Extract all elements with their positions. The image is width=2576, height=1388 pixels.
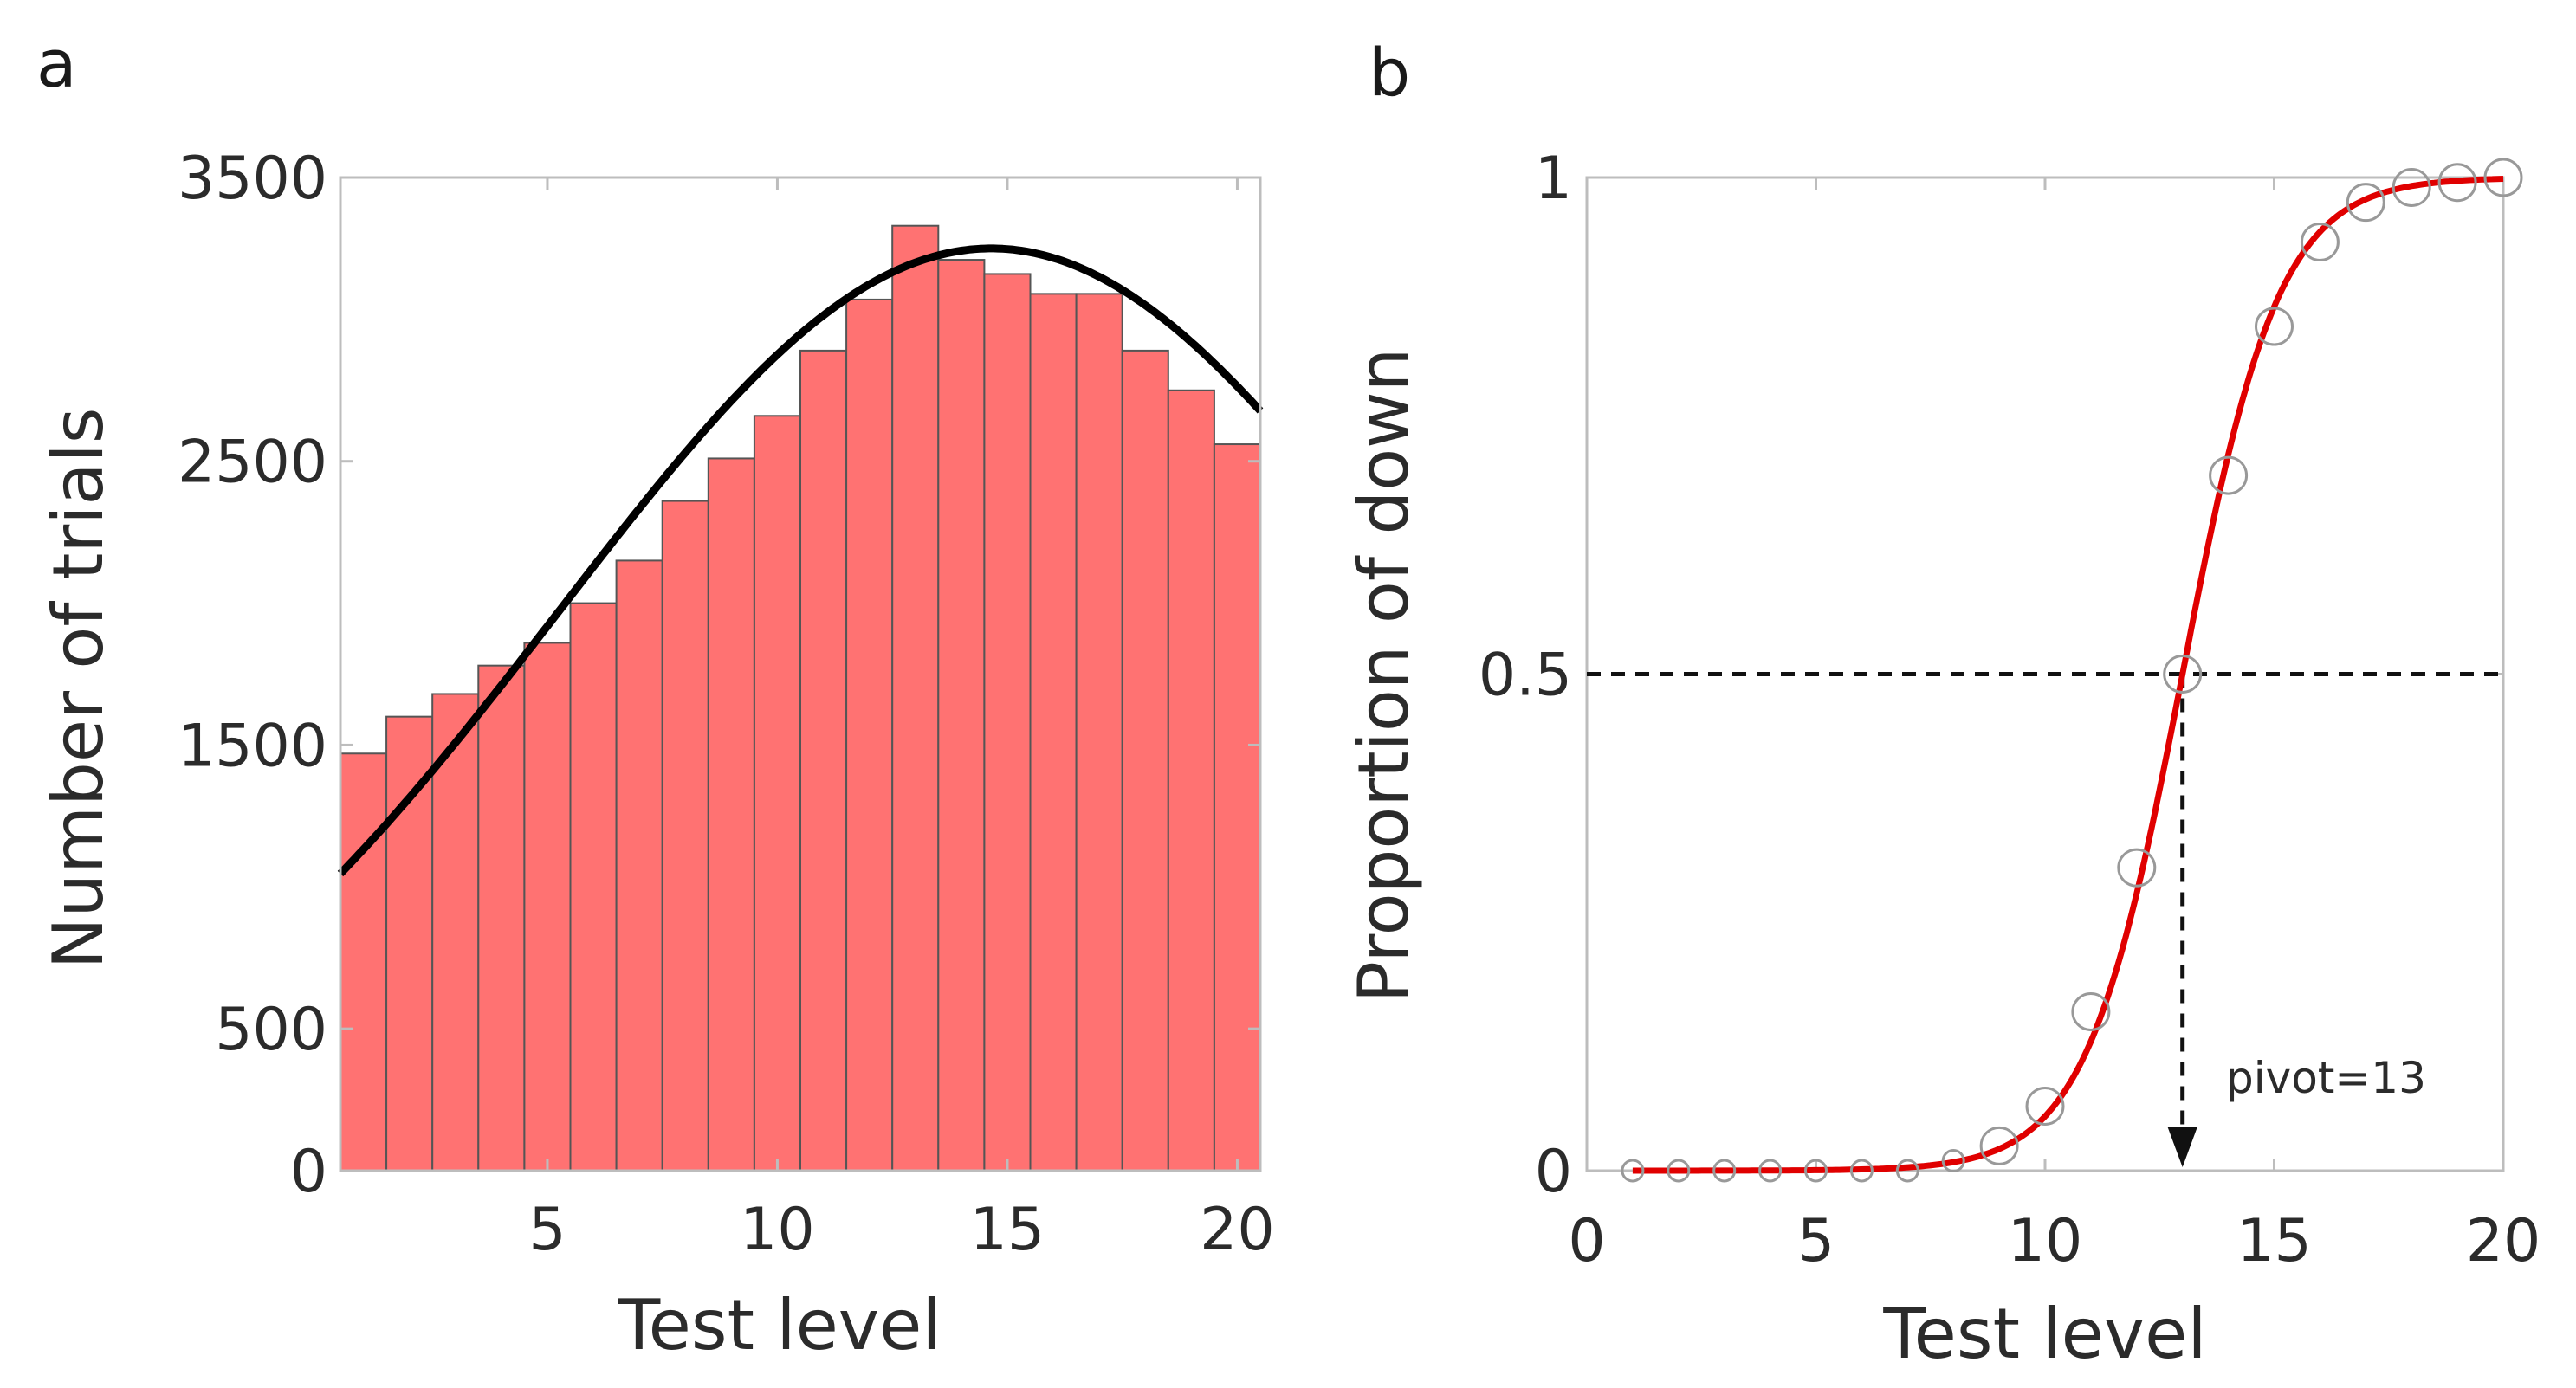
panel-b-y-axis-label: Proportion of down [1343, 348, 1424, 1004]
bar-14 [937, 259, 986, 1172]
x-tick-label: 0 [1568, 1207, 1605, 1275]
data-point-15 [2255, 307, 2294, 346]
data-point-14 [2209, 455, 2249, 495]
panel-b-markers [1621, 158, 2523, 1183]
panel-a-y-tick-labels: 0 500 1500 2500 3500 [178, 145, 327, 1206]
panel-b-y-tick-labels: 00.51 [1479, 145, 1572, 1206]
y-tick-label: 500 [215, 996, 327, 1064]
data-point-9 [1979, 1126, 2019, 1165]
panel-a-bars [340, 224, 1262, 1172]
panel-b-pivot-annotation: pivot=13 [2226, 1053, 2426, 1103]
panel-b-pivot-arrowhead [2167, 1127, 2197, 1167]
data-point-4 [1758, 1159, 1783, 1183]
panel-a: a 5 10 15 20 0 500 1500 2500 3500 Test level Nu… [36, 25, 1275, 1365]
x-tick-label: 10 [740, 1196, 815, 1264]
x-tick-label: 15 [2236, 1207, 2312, 1275]
bar-13 [891, 224, 940, 1172]
data-point-5 [1804, 1159, 1828, 1183]
bar-9 [707, 457, 755, 1172]
bar-10 [753, 415, 802, 1172]
y-tick-label: 0.5 [1479, 642, 1572, 710]
panel-a-plot-frame [339, 176, 1262, 1172]
bar-15 [983, 273, 1032, 1172]
bar-5 [523, 642, 572, 1172]
data-point-16 [2300, 223, 2340, 262]
y-tick-label: 3500 [178, 145, 327, 213]
data-point-2 [1667, 1159, 1691, 1183]
x-tick-label: 15 [970, 1196, 1045, 1264]
data-point-18 [2392, 167, 2431, 207]
panel-a-x-tick-labels: 5 10 15 20 [528, 1196, 1274, 1264]
bar-18 [1121, 349, 1169, 1172]
bar-20 [1213, 443, 1262, 1172]
y-tick-label: 2500 [178, 429, 327, 497]
bar-19 [1167, 389, 1215, 1172]
data-point-13 [2163, 655, 2203, 694]
bar-1 [340, 752, 388, 1172]
panel-b-letter: b [1369, 34, 1410, 111]
data-point-8 [1941, 1149, 1965, 1173]
bar-3 [431, 693, 480, 1172]
bar-11 [799, 349, 848, 1172]
bar-17 [1075, 293, 1123, 1172]
y-tick-label: 0 [290, 1138, 327, 1206]
data-point-3 [1712, 1159, 1737, 1183]
data-point-10 [2025, 1086, 2065, 1126]
data-point-12 [2117, 848, 2157, 888]
bar-16 [1029, 293, 1078, 1172]
x-tick-label: 5 [1797, 1207, 1835, 1275]
panel-a-letter: a [36, 25, 77, 102]
panel-a-ticks [340, 176, 1260, 1172]
data-point-1 [1621, 1159, 1645, 1183]
y-tick-label: 1 [1535, 145, 1572, 213]
bar-12 [845, 298, 894, 1172]
data-point-7 [1895, 1159, 1919, 1183]
bar-8 [661, 500, 709, 1172]
panel-b-fit-curve [1632, 176, 2504, 1174]
data-point-11 [2071, 991, 2111, 1031]
bar-6 [569, 602, 618, 1172]
panel-a-y-axis-label: Number of trials [38, 408, 119, 970]
data-point-20 [2483, 158, 2523, 197]
bar-7 [615, 559, 663, 1172]
x-tick-label: 20 [2466, 1207, 2541, 1275]
x-tick-label: 5 [528, 1196, 566, 1264]
panel-b: b pivot=13 0 5 10 15 20 00.51 Test level Pro… [1343, 34, 2540, 1374]
bar-4 [477, 664, 526, 1172]
panel-b-x-tick-labels: 0 5 10 15 20 [1568, 1207, 2540, 1275]
y-tick-label: 0 [1535, 1138, 1572, 1206]
panel-b-x-axis-label: Test level [1882, 1294, 2206, 1374]
data-point-17 [2346, 183, 2385, 223]
x-tick-label: 20 [1200, 1196, 1275, 1264]
panel-a-fit-curve [337, 244, 1264, 877]
y-tick-label: 1500 [178, 712, 327, 780]
panel-a-x-axis-label: Test level [617, 1285, 941, 1365]
data-point-19 [2437, 163, 2477, 203]
x-tick-label: 10 [2008, 1207, 2083, 1275]
data-point-6 [1849, 1159, 1874, 1183]
